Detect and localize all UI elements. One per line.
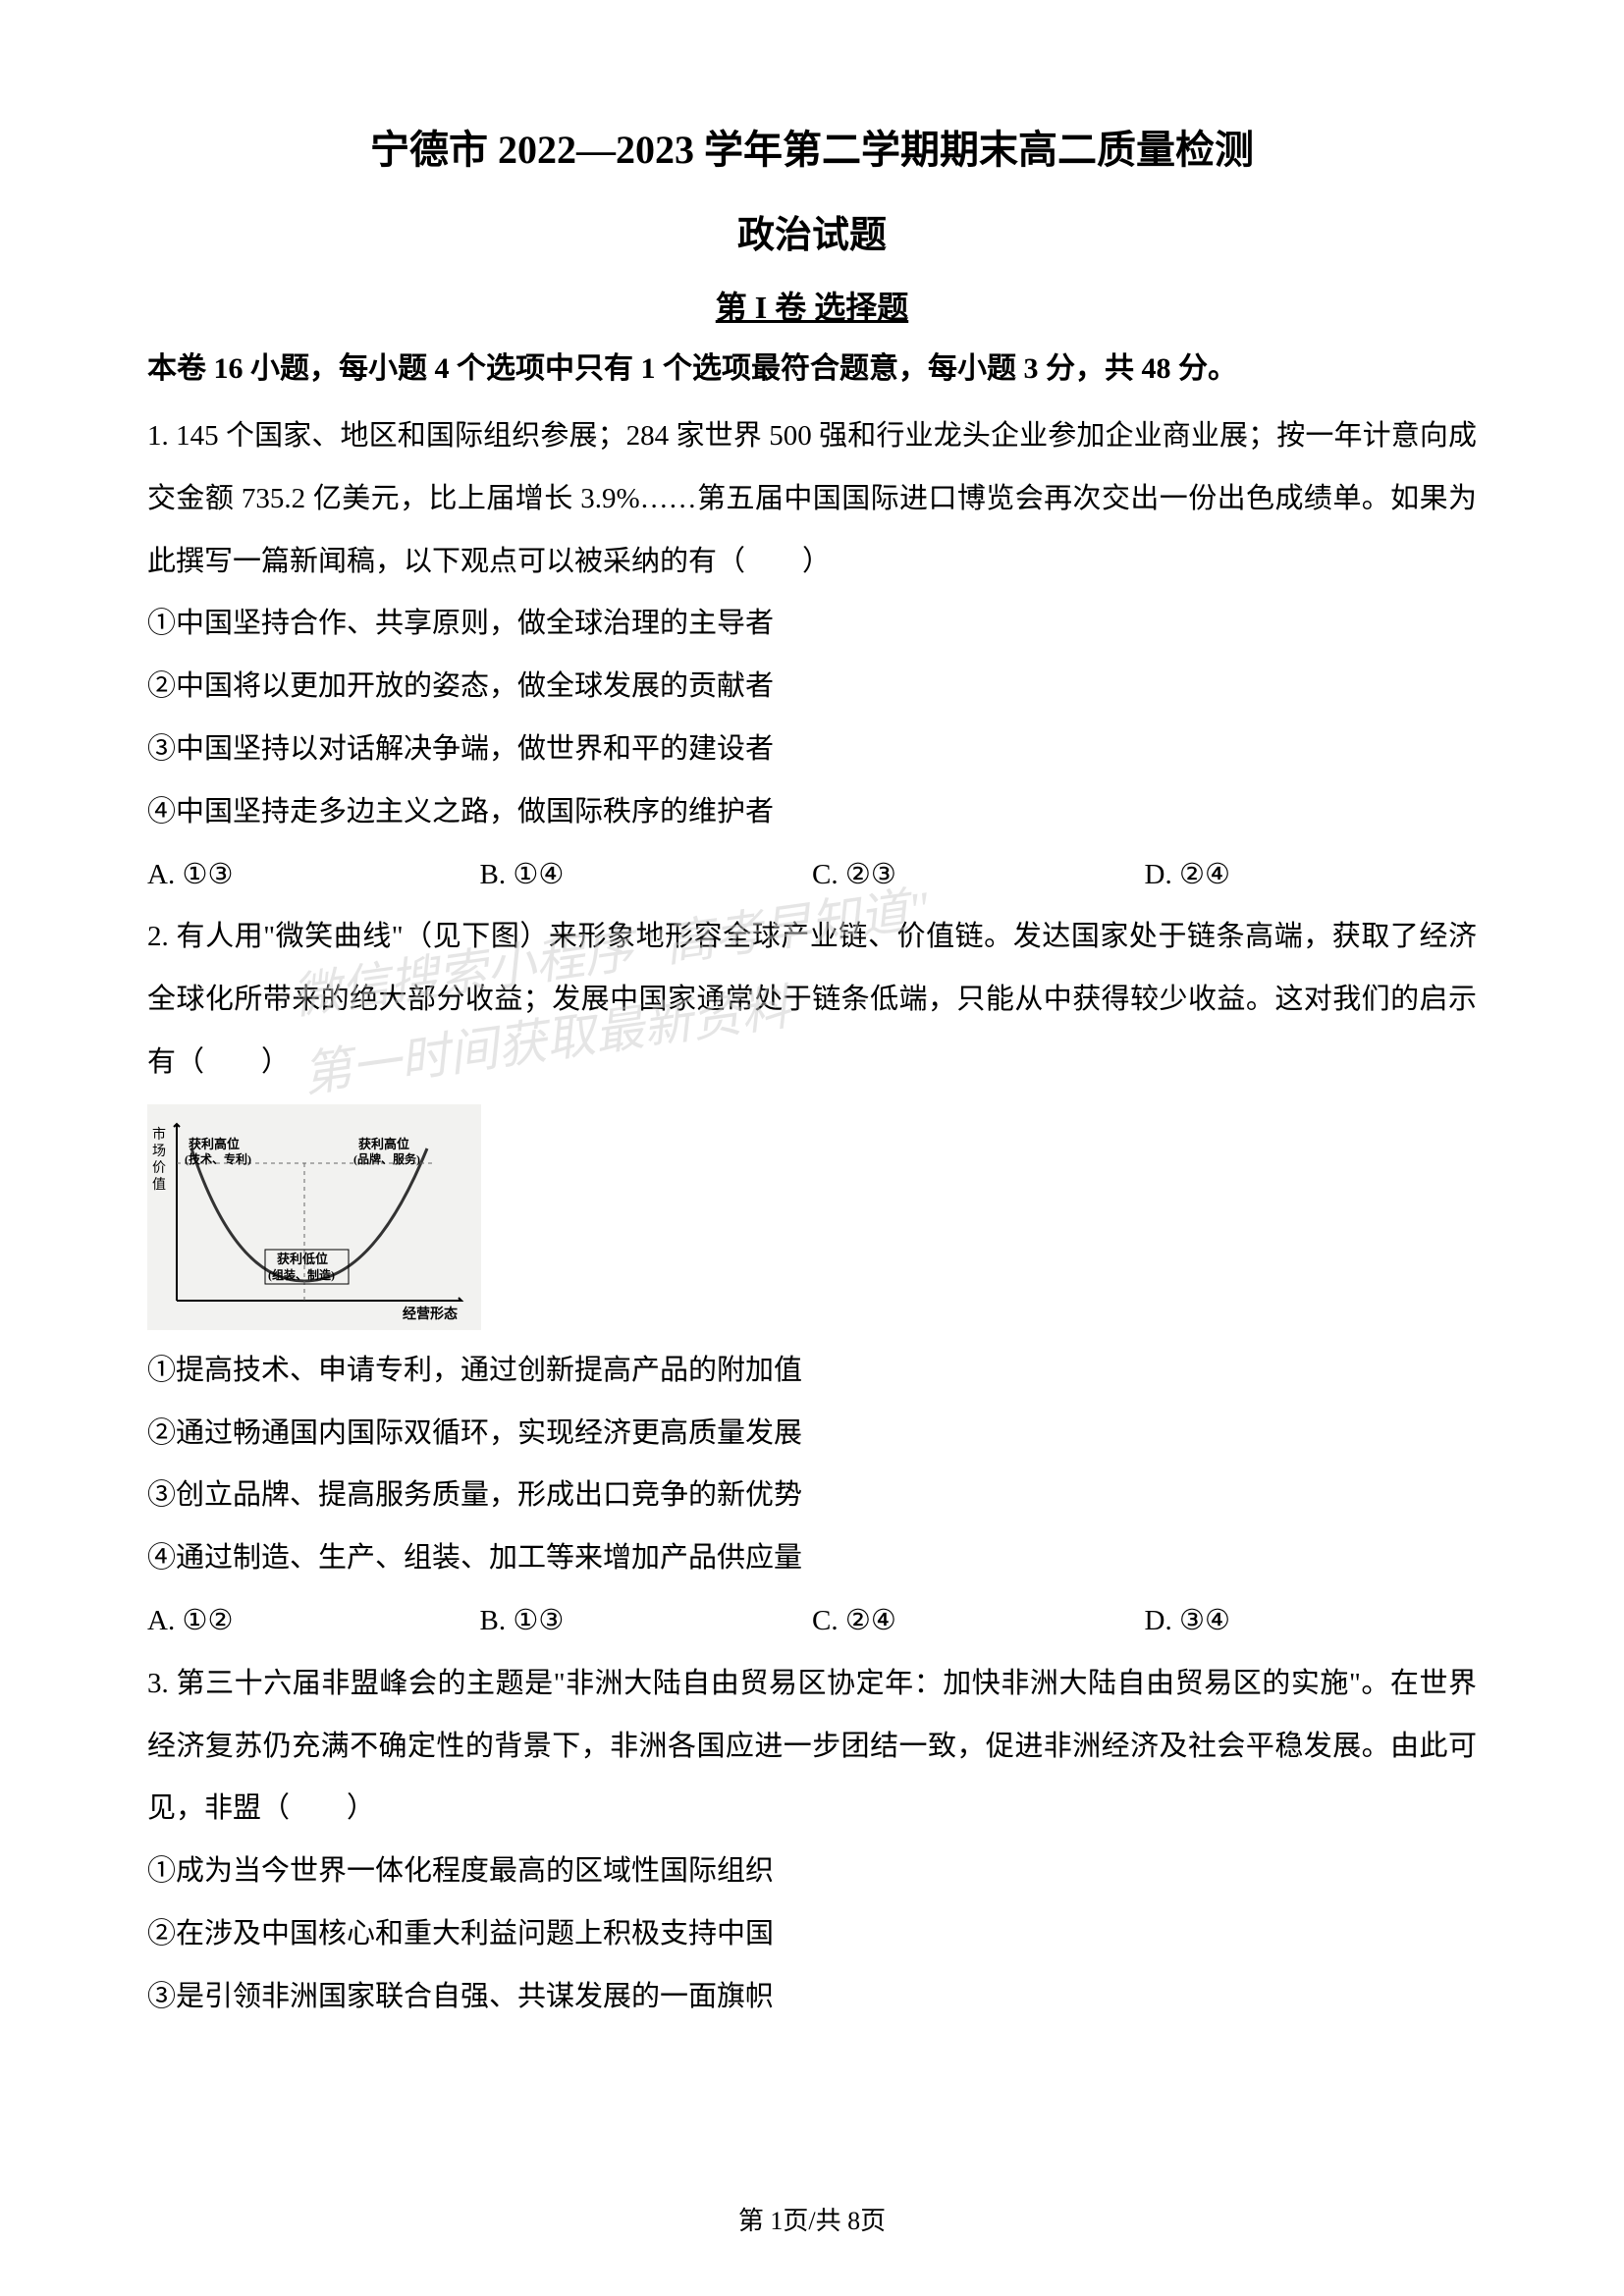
- q3-opt1: ①成为当今世界一体化程度最高的区域性国际组织: [147, 1841, 1477, 1903]
- label-bottom1: 获利低位: [277, 1252, 328, 1266]
- y-label4: 值: [152, 1177, 166, 1193]
- q1-opt4: ④中国坚持走多边主义之路，做国际秩序的维护者: [147, 781, 1477, 844]
- label-right2: (品牌、服务): [353, 1151, 420, 1166]
- q3-stem: 3. 第三十六届非盟峰会的主题是"非洲大陆自由贸易区协定年：加快非洲大陆自由贸易…: [147, 1653, 1477, 1841]
- q3-opt3: ③是引领非洲国家联合自强、共谋发展的一面旗帜: [147, 1966, 1477, 2029]
- q2-choices: A. ①② B. ①③ C. ②④ D. ③④: [147, 1590, 1477, 1653]
- label-left1: 获利高位: [189, 1137, 240, 1151]
- q1-stem: 1. 145 个国家、地区和国际组织参展；284 家世界 500 强和行业龙头企…: [147, 405, 1477, 593]
- y-label: 市: [152, 1126, 166, 1143]
- q2-opt4: ④通过制造、生产、组装、加工等来增加产品供应量: [147, 1527, 1477, 1590]
- label-right1: 获利高位: [358, 1137, 409, 1151]
- label-left2: (技术、专利): [185, 1151, 251, 1166]
- q2-choice-a: A. ①②: [147, 1590, 480, 1653]
- q1-choice-a: A. ①③: [147, 844, 480, 907]
- section-title: 第 I 卷 选择题: [147, 283, 1477, 328]
- q2-opt2: ②通过畅通国内国际双循环，实现经济更高质量发展: [147, 1403, 1477, 1466]
- label-bottom2: (组装、制造): [268, 1267, 335, 1282]
- chart-svg: 市 场 价 值 获利高位 (技术、专利) 获利高位 (品牌、服务) 获利低位 (…: [147, 1104, 481, 1330]
- q1-choices: A. ①③ B. ①④ C. ②③ D. ②④: [147, 844, 1477, 907]
- instructions: 本卷 16 小题，每小题 4 个选项中只有 1 个选项最符合题意，每小题 3 分…: [147, 343, 1477, 396]
- q2-opt1: ①提高技术、申请专利，通过创新提高产品的附加值: [147, 1340, 1477, 1403]
- q2-choice-d: D. ③④: [1145, 1590, 1478, 1653]
- q1-choice-c: C. ②③: [812, 844, 1145, 907]
- q2-stem: 2. 有人用"微笑曲线"（见下图）来形象地形容全球产业链、价值链。发达国家处于链…: [147, 906, 1477, 1094]
- q1-choice-d: D. ②④: [1145, 844, 1478, 907]
- smile-curve-chart: 市 场 价 值 获利高位 (技术、专利) 获利高位 (品牌、服务) 获利低位 (…: [147, 1104, 481, 1330]
- title-main: 宁德市 2022—2023 学年第二学期期末高二质量检测: [147, 118, 1477, 175]
- y-label2: 场: [152, 1144, 166, 1159]
- q2-opt3: ③创立品牌、提高服务质量，形成出口竞争的新优势: [147, 1465, 1477, 1527]
- y-label3: 价: [152, 1160, 166, 1176]
- q2-choice-c: C. ②④: [812, 1590, 1145, 1653]
- footer: 第 1页/共 8页: [0, 2201, 1624, 2237]
- q1-choice-b: B. ①④: [480, 844, 813, 907]
- q2-choice-b: B. ①③: [480, 1590, 813, 1653]
- q1-opt1: ①中国坚持合作、共享原则，做全球治理的主导者: [147, 593, 1477, 656]
- q1-opt2: ②中国将以更加开放的姿态，做全球发展的贡献者: [147, 656, 1477, 719]
- q1-opt3: ③中国坚持以对话解决争端，做世界和平的建设者: [147, 719, 1477, 781]
- q3-opt2: ②在涉及中国核心和重大利益问题上积极支持中国: [147, 1903, 1477, 1966]
- x-label: 经营形态: [403, 1306, 458, 1322]
- title-sub: 政治试题: [147, 204, 1477, 258]
